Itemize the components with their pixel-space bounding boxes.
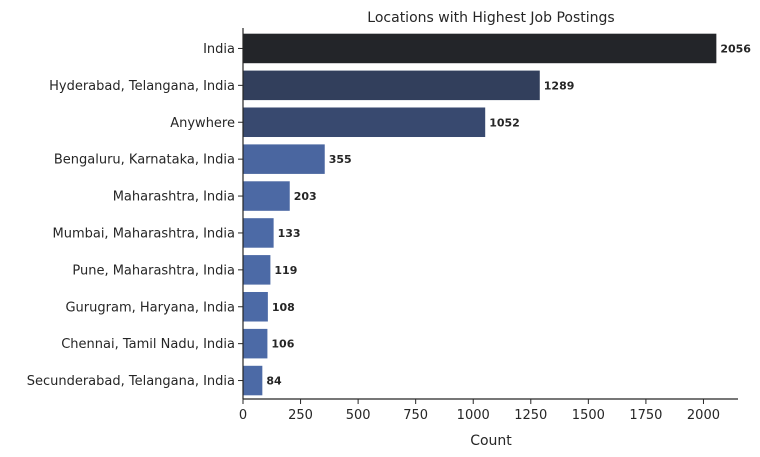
bar [243,33,717,64]
category-label: Bengaluru, Karnataka, India [54,153,235,168]
data-label: 133 [278,227,301,240]
x-tick-label: 2000 [687,408,720,423]
x-tick-label: 500 [346,408,371,423]
data-label: 108 [272,301,295,314]
data-label: 355 [329,153,352,166]
category-label: Chennai, Tamil Nadu, India [61,337,235,352]
x-tick-label: 1250 [514,408,547,423]
data-label: 106 [271,338,294,351]
bar [243,365,263,396]
data-label: 84 [266,375,282,388]
category-label: India [203,42,235,57]
x-tick-label: 1000 [457,408,490,423]
x-tick-label: 1500 [572,408,605,423]
category-label: Mumbai, Maharashtra, India [52,226,235,241]
data-label: 2056 [720,42,751,55]
bars-group [243,33,717,396]
category-label: Pune, Maharashtra, India [72,263,235,278]
x-tick-label: 250 [288,408,313,423]
bar [243,328,268,359]
data-labels-group: 2056 1289 1052 355 203 133 119 108 106 84 [266,42,751,387]
bar [243,181,290,211]
category-label: Gurugram, Haryana, India [65,300,235,315]
bar [243,255,271,285]
data-label: 1052 [489,116,520,129]
bar [243,107,486,138]
bar [243,70,540,101]
data-label: 1289 [544,79,575,92]
chart-title: Locations with Highest Job Postings [367,10,614,26]
data-label: 119 [274,264,297,277]
x-tick-label: 0 [239,408,247,423]
x-tick-label: 750 [403,408,428,423]
category-label: Secunderabad, Telangana, India [27,374,235,389]
x-ticks-group: 0 250 500 750 1000 1250 1500 1750 2000 [239,399,720,423]
bar [243,218,274,248]
x-axis-title: Count [470,433,512,449]
bar [243,144,325,174]
category-label: Maharashtra, India [113,190,235,205]
data-label: 203 [294,190,317,203]
category-label: Hyderabad, Telangana, India [49,79,235,94]
bar [243,291,268,322]
category-label: Anywhere [170,116,235,131]
category-labels-group: India Hyderabad, Telangana, India Anywhere… [27,42,243,389]
x-tick-label: 1750 [629,408,662,423]
